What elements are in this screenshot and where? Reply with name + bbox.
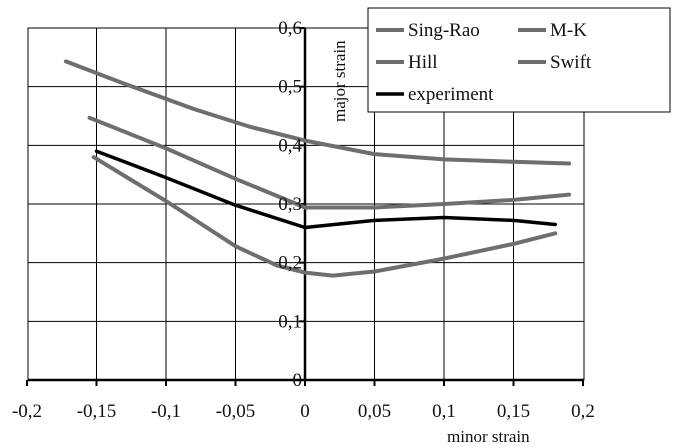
legend: Sing-Rao M-K Hill Swift experiment xyxy=(367,7,671,113)
x-tick-label: -0,1 xyxy=(151,401,181,422)
y-tick-label: 0,2 xyxy=(278,253,302,274)
x-tick-label: 0,05 xyxy=(358,401,391,422)
x-tick-label: -0,2 xyxy=(12,401,42,422)
y-axis-title: major strain xyxy=(330,40,349,122)
x-tick-label: -0,15 xyxy=(77,401,117,422)
series-line-sing-rao xyxy=(63,59,572,166)
x-tick-label: 0,2 xyxy=(571,401,595,422)
x-tick-label: 0,1 xyxy=(432,401,456,422)
legend-label-sing-rao: Sing-Rao xyxy=(408,20,480,41)
series-line-experiment xyxy=(94,149,557,230)
legend-label-experiment: experiment xyxy=(408,84,494,105)
legend-label-m-k: M-K xyxy=(550,20,587,41)
y-tick-label: 0,3 xyxy=(278,194,302,215)
series-line-m-k xyxy=(91,155,558,278)
y-tick-label: 0,4 xyxy=(278,135,302,156)
y-tick-label: 0,6 xyxy=(278,18,302,39)
x-tick-label: -0,05 xyxy=(216,401,256,422)
tick-labels: -0,2 -0,15 -0,1 -0,05 0 0,05 0,1 0,15 0,2 0 0,1 0,2… xyxy=(12,18,595,422)
y-tick-label: 0 xyxy=(293,370,303,391)
x-tick-label: 0 xyxy=(300,401,310,422)
y-tick-label: 0,1 xyxy=(278,311,302,332)
x-axis-title: minor strain xyxy=(447,427,530,446)
y-tick-label: 0,5 xyxy=(278,77,302,98)
x-tick-label: 0,15 xyxy=(497,401,530,422)
legend-label-swift: Swift xyxy=(550,52,592,73)
axes xyxy=(26,27,584,386)
series-layer xyxy=(63,59,572,278)
series-line-hill xyxy=(87,115,572,210)
legend-label-hill: Hill xyxy=(408,52,438,73)
